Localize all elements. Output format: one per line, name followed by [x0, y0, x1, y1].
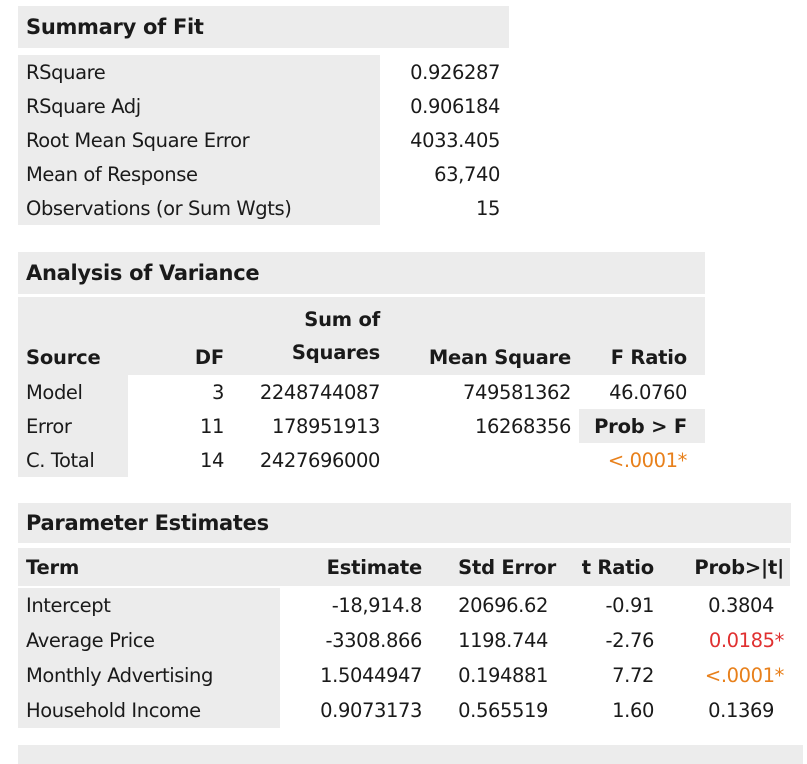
summary-value: 63,740	[434, 162, 500, 186]
anova-row: Model 3 2248744087 749581362 46.0760	[18, 375, 705, 409]
pe-row: Intercept -18,914.8 20696.62 -0.91 0.380…	[18, 588, 790, 623]
pe-term: Average Price	[18, 623, 280, 658]
anova-df: 14	[199, 448, 224, 472]
anova-source: Error	[18, 409, 128, 443]
bottom-panel-bar	[18, 745, 803, 764]
summary-label: RSquare	[18, 55, 380, 89]
pe-row: Monthly Advertising 1.5044947 0.194881 7…	[18, 658, 790, 693]
pe-term: Household Income	[18, 693, 280, 728]
anova-ms: 749581362	[462, 380, 571, 404]
pe-row: Average Price -3308.866 1198.744 -2.76 0…	[18, 623, 790, 658]
anova-col-ss-bottom: Squares	[291, 341, 380, 364]
pe-term: Intercept	[18, 588, 280, 623]
pe-t-ratio: 1.60	[612, 699, 654, 722]
parameter-estimates-title: Parameter Estimates	[26, 511, 269, 535]
pe-std-error: 0.565519	[458, 699, 548, 722]
anova-ss: 2427696000	[259, 448, 380, 472]
summary-of-fit-title: Summary of Fit	[26, 15, 204, 39]
summary-label: Observations (or Sum Wgts)	[18, 191, 380, 225]
pe-prob: 0.0185*	[708, 629, 785, 652]
anova-ss: 178951913	[271, 414, 380, 438]
summary-label: RSquare Adj	[18, 89, 380, 123]
anova-df: 11	[199, 414, 224, 438]
pe-std-error: 0.194881	[458, 664, 548, 687]
anova-col-f: F Ratio	[579, 297, 705, 375]
summary-row: RSquare 0.926287	[18, 55, 504, 89]
parameter-estimates-header[interactable]: Parameter Estimates	[18, 503, 791, 543]
anova-df: 3	[211, 380, 224, 404]
summary-of-fit-header[interactable]: Summary of Fit	[18, 6, 509, 48]
anova-prob-f-label: Prob > F	[579, 409, 705, 443]
pe-col-estimate: Estimate	[280, 548, 426, 586]
summary-value: 0.906184	[410, 94, 500, 118]
anova-ms: 16268356	[474, 414, 571, 438]
pe-estimate: -18,914.8	[331, 594, 423, 617]
anova-col-df: DF	[128, 297, 228, 375]
anova-row: Error 11 178951913 16268356 Prob > F	[18, 409, 705, 443]
summary-row: Root Mean Square Error 4033.405	[18, 123, 504, 157]
pe-t-ratio: 7.72	[612, 664, 654, 687]
anova-prob-f-value: <.0001*	[607, 448, 688, 472]
anova-ms	[384, 443, 579, 477]
anova-f-ratio: 46.0760	[609, 380, 687, 404]
anova-col-ss: Sum of Squares	[228, 297, 384, 375]
pe-t-ratio: -0.91	[605, 594, 655, 617]
pe-term: Monthly Advertising	[18, 658, 280, 693]
pe-prob: 0.3804	[708, 594, 774, 617]
pe-estimate: 0.9073173	[320, 699, 422, 722]
anova-header[interactable]: Analysis of Variance	[18, 252, 705, 294]
pe-col-term: Term	[18, 548, 280, 586]
pe-col-t-ratio: t Ratio	[560, 548, 658, 586]
pe-std-error: 1198.744	[458, 629, 548, 652]
anova-col-ms: Mean Square	[384, 297, 579, 375]
pe-header-row: Term Estimate Std Error t Ratio Prob>|t|	[18, 548, 790, 586]
pe-estimate: -3308.866	[325, 629, 423, 652]
summary-row: RSquare Adj 0.906184	[18, 89, 504, 123]
pe-prob: 0.1369	[708, 699, 774, 722]
pe-std-error: 20696.62	[458, 594, 548, 617]
anova-row: C. Total 14 2427696000 <.0001*	[18, 443, 705, 477]
anova-col-ss-top: Sum of	[304, 308, 380, 331]
pe-estimate: 1.5044947	[320, 664, 422, 687]
anova-ss: 2248744087	[259, 380, 380, 404]
summary-value: 15	[475, 196, 500, 220]
summary-label: Root Mean Square Error	[18, 123, 380, 157]
anova-source: C. Total	[18, 443, 128, 477]
anova-col-source: Source	[18, 297, 128, 375]
summary-label: Mean of Response	[18, 157, 380, 191]
anova-title: Analysis of Variance	[26, 261, 260, 285]
summary-row: Observations (or Sum Wgts) 15	[18, 191, 504, 225]
pe-col-prob: Prob>|t|	[658, 548, 790, 586]
pe-prob: <.0001*	[704, 664, 785, 687]
summary-value: 4033.405	[410, 128, 500, 152]
anova-source: Model	[18, 375, 128, 409]
pe-t-ratio: -2.76	[605, 629, 655, 652]
summary-row: Mean of Response 63,740	[18, 157, 504, 191]
pe-row: Household Income 0.9073173 0.565519 1.60…	[18, 693, 790, 728]
summary-value: 0.926287	[410, 60, 500, 84]
pe-col-std-error: Std Error	[426, 548, 560, 586]
anova-header-row: Source DF Sum of Squares Mean Square F R…	[18, 297, 705, 375]
